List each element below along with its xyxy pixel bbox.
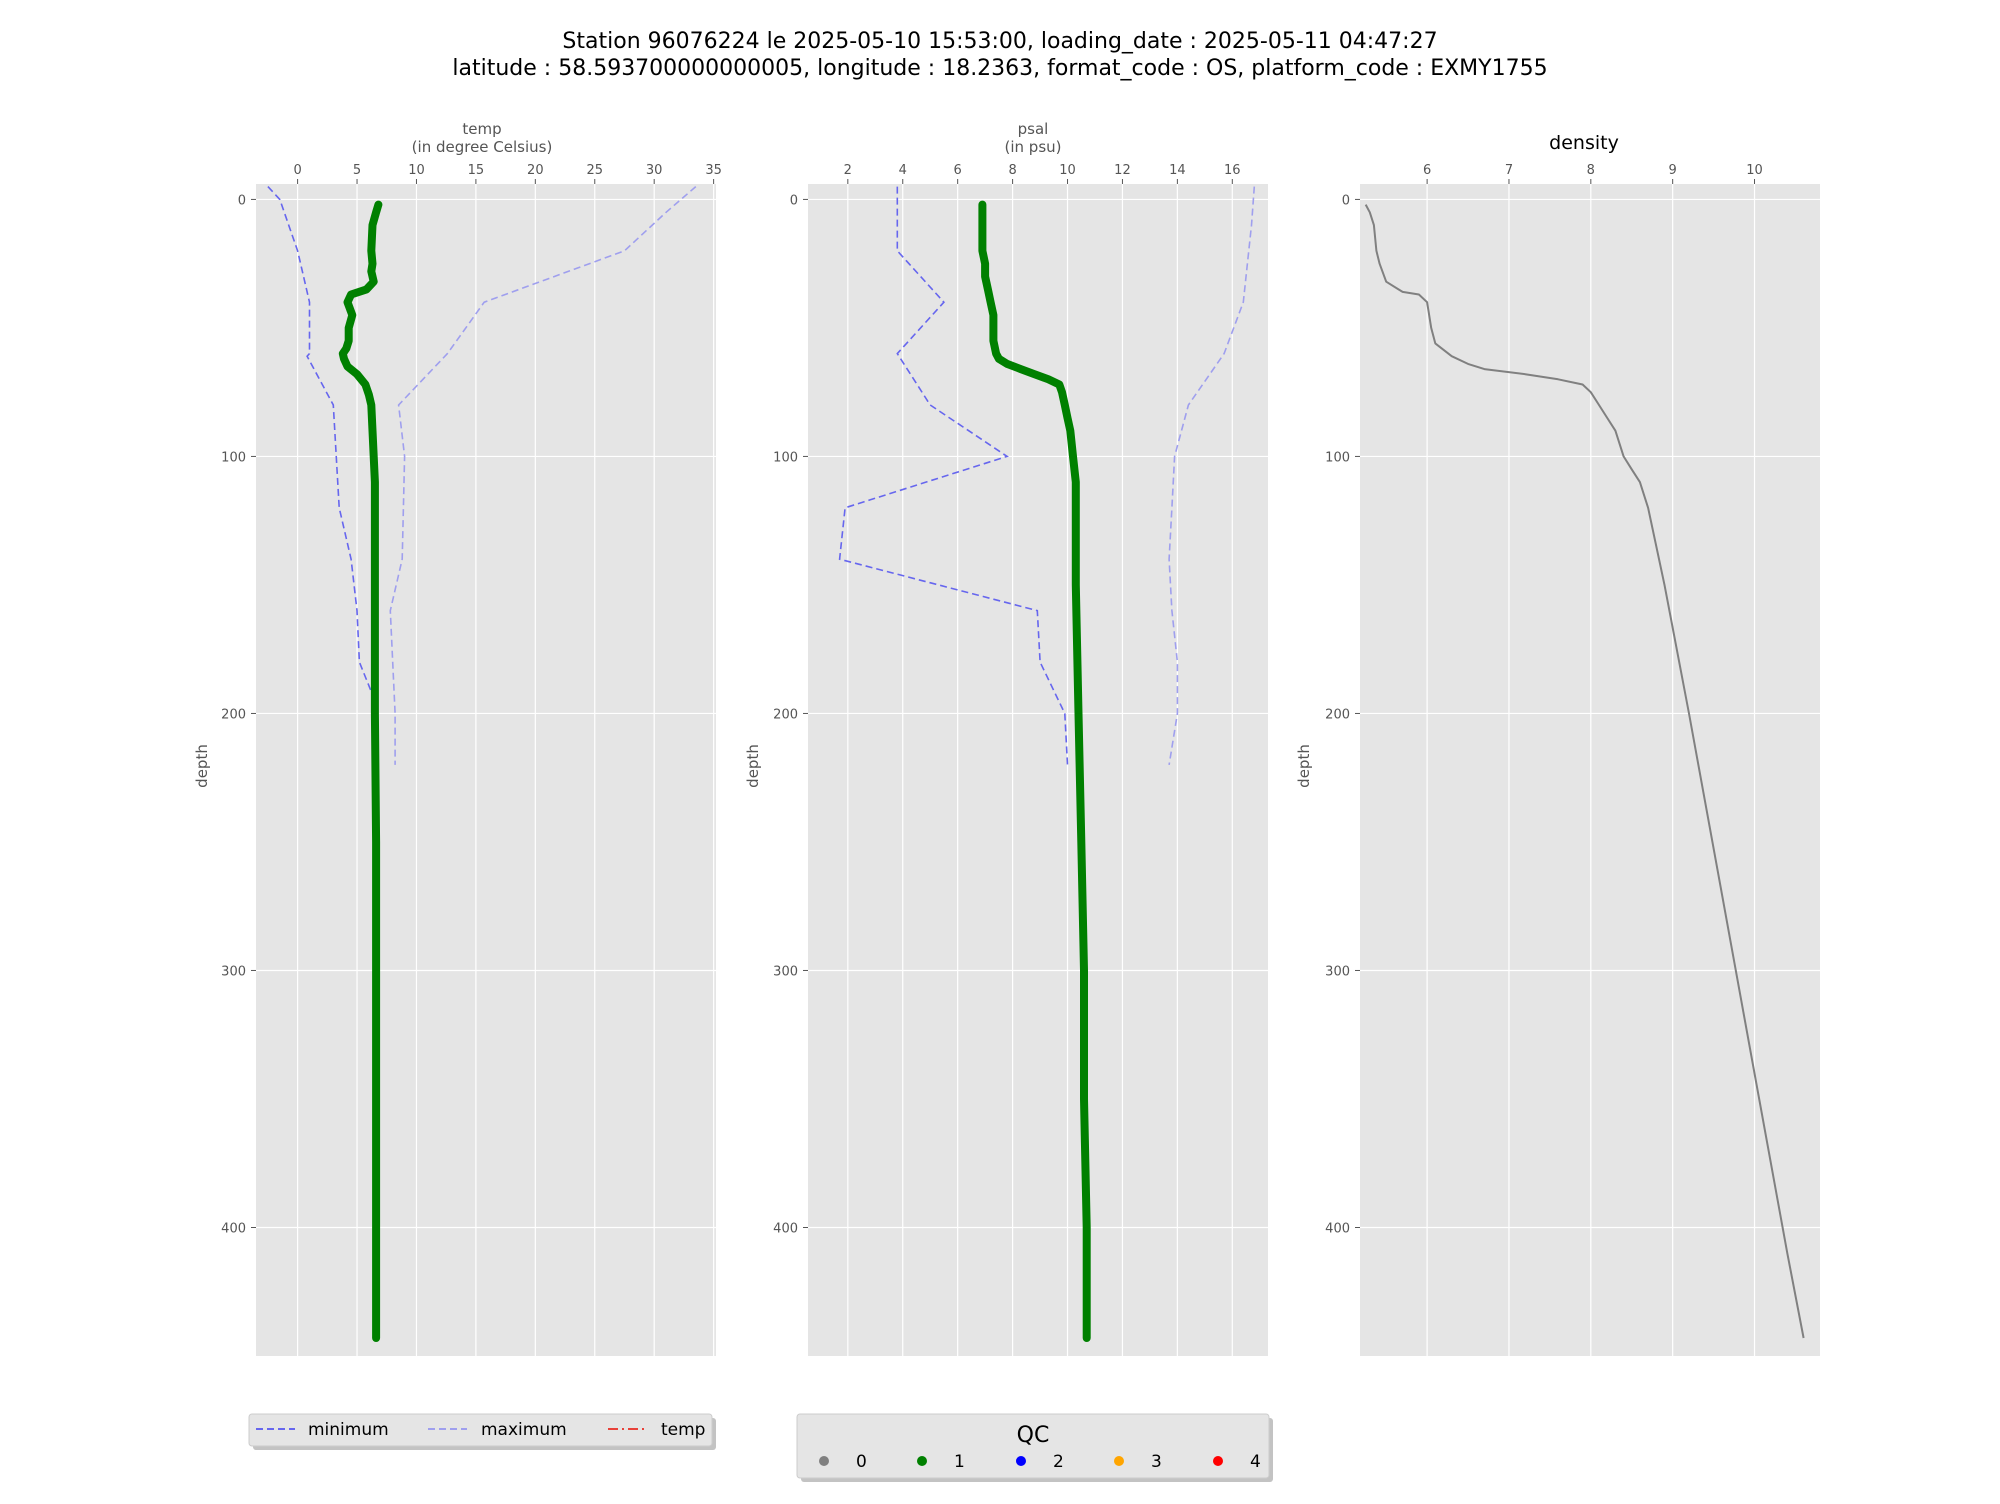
qc-dot-1 [917,1456,927,1466]
density-ytick-label-0: 0 [1342,193,1350,208]
psal-ytick-label-1: 100 [773,450,798,465]
psal-series-qc-1 [978,200,1091,1342]
psal-series-minimum [838,186,1069,765]
temp-ytick-label-1: 100 [221,450,246,465]
psal-ytick-label-0: 0 [790,193,798,208]
psal-xtick-label-5: 12 [1114,163,1131,178]
psal-ytick-label-4: 400 [773,1221,798,1236]
legend-label-minimum: minimum [308,1420,389,1440]
density-ytick-label-3: 300 [1325,964,1350,979]
temp-xtick-label-6: 30 [646,163,663,178]
density-xtick-label-1: 7 [1505,163,1513,178]
density-depth-label: depth [1295,744,1313,788]
psal-axis-unit: (in psu) [1005,138,1062,156]
psal-xtick-label-3: 8 [1008,163,1016,178]
qc-legend-frame [796,1413,1270,1479]
psal-xtick-label-1: 4 [899,163,907,178]
temp-ytick-label-0: 0 [238,193,246,208]
density-ytick-label-1: 100 [1325,450,1350,465]
psal-axis-label: psal [1018,120,1049,138]
qc-dot-4 [1213,1456,1223,1466]
density-ytick-label-2: 200 [1325,707,1350,722]
psal-series-maximum [1168,186,1256,766]
qc-dot-3 [1114,1456,1124,1466]
psal-xtick-label-6: 14 [1169,163,1186,178]
temp-xtick-label-5: 25 [586,163,603,178]
legend-label-temp: temp [661,1420,705,1440]
qc-dot-2 [1016,1456,1026,1466]
temp-xtick-label-3: 15 [468,163,485,178]
temp-xtick-label-2: 10 [408,163,425,178]
figure-title-line-2: latitude : 58.593700000000005, longitude… [452,56,1547,81]
temp-axis-label: temp [462,120,501,138]
temp-ytick-label-2: 200 [221,707,246,722]
temp-xtick-label-1: 5 [353,163,361,178]
density-xtick-label-3: 9 [1669,163,1677,178]
density-series-density [1364,204,1805,1339]
qc-label-1: 1 [954,1452,965,1472]
psal-xtick-label-0: 2 [844,163,852,178]
temp-xtick-label-4: 20 [527,163,544,178]
legend-label-maximum: maximum [481,1420,567,1440]
temp-xtick-label-0: 0 [293,163,301,178]
temp-plot-area [256,184,716,1356]
temp-series-qc-1 [338,200,383,1342]
psal-depth-label: depth [744,744,762,788]
density-xtick-label-4: 10 [1746,163,1763,178]
figure-title-line-1: Station 96076224 le 2025-05-10 15:53:00,… [562,29,1437,54]
qc-label-0: 0 [856,1452,867,1472]
psal-xtick-label-7: 16 [1224,163,1241,178]
density-xtick-label-2: 8 [1587,163,1595,178]
qc-label-3: 3 [1151,1452,1162,1472]
qc-label-4: 4 [1250,1452,1261,1472]
temp-series-minimum [267,186,376,701]
temp-axis-unit: (in degree Celsius) [412,138,553,156]
density-plot-area [1360,184,1820,1356]
psal-ytick-label-2: 200 [773,707,798,722]
temp-ytick-label-3: 300 [221,964,246,979]
temp-panel: temp (in degree Celsius) depth 0 5 10 15 20 2… [193,120,722,1356]
qc-legend-title: QC [1017,1423,1050,1448]
temp-ytick-label-4: 400 [221,1221,246,1236]
line-legend-frame [248,1413,713,1447]
temp-depth-label: depth [193,744,211,788]
psal-ytick-label-3: 300 [773,964,798,979]
qc-label-2: 2 [1053,1452,1064,1472]
psal-xtick-label-2: 6 [954,163,962,178]
density-title: density [1549,132,1619,154]
line-legend: minimum maximum temp [248,1413,716,1450]
temp-xtick-label-7: 35 [705,163,722,178]
density-ytick-label-4: 400 [1325,1221,1350,1236]
temp-series-maximum [389,185,697,765]
qc-dot-0 [819,1456,829,1466]
psal-xtick-label-4: 10 [1059,163,1076,178]
density-xtick-label-0: 6 [1423,163,1431,178]
psal-panel: psal (in psu) depth 2 4 6 8 10 12 14 16 0 100 200 3… [744,120,1268,1356]
qc-legend: QC 0 1 2 3 4 [796,1413,1273,1482]
psal-plot-area [808,184,1268,1356]
